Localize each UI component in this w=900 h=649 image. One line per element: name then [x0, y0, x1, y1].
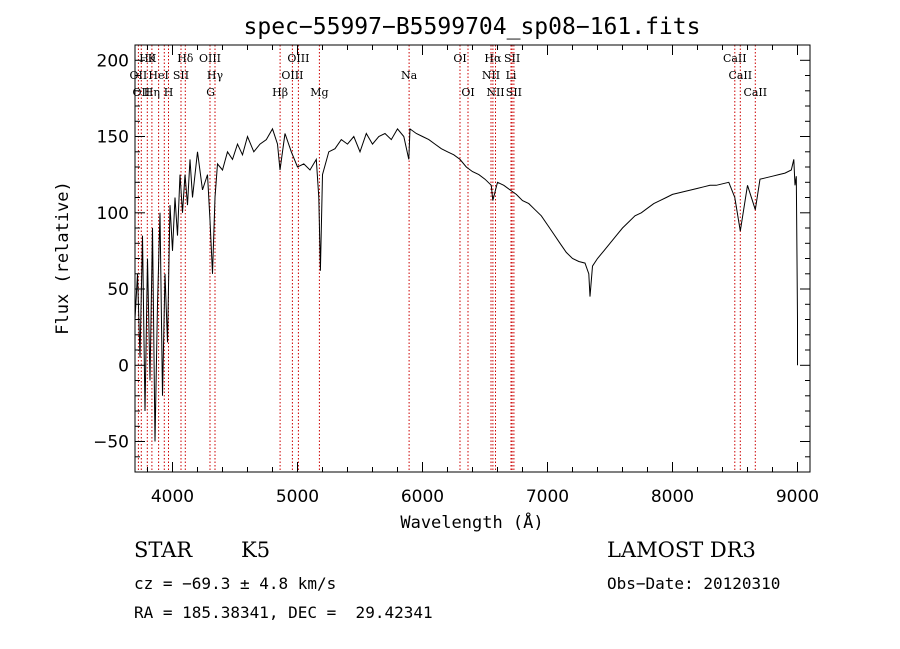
- line-label-8: CaII: [723, 52, 747, 65]
- line-label-6: Hα: [484, 52, 502, 65]
- line-label-22: Hβ: [272, 86, 288, 99]
- line-label-3: OIII: [199, 52, 221, 65]
- spectral-subclass: K5: [241, 538, 271, 562]
- line-label-9: OII: [130, 69, 148, 82]
- chart-title: spec−55997−B5599704_sp08−161.fits: [244, 14, 701, 40]
- line-label-26: SII: [506, 86, 522, 99]
- line-label-15: NII: [482, 69, 500, 82]
- line-label-13: OIII: [281, 69, 303, 82]
- x-tick-label-6000: 6000: [401, 487, 444, 507]
- line-label-4: OIII: [287, 52, 309, 65]
- line-label-10: HeI: [148, 69, 168, 82]
- y-tick-label-50: 50: [107, 280, 129, 300]
- x-tick-label-9000: 9000: [776, 487, 819, 507]
- x-tick-label-4000: 4000: [151, 487, 194, 507]
- line-label-2: Hδ: [177, 52, 194, 65]
- y-axis-label: Flux (relative): [53, 181, 73, 335]
- observation-date: Obs−Date: 20120310: [607, 574, 781, 593]
- line-label-27: CaII: [743, 86, 767, 99]
- x-axis-label: Wavelength (Å): [400, 511, 543, 533]
- line-label-17: CaII: [728, 69, 752, 82]
- line-label-1: K: [148, 52, 157, 65]
- line-label-0: Hθ: [139, 52, 156, 65]
- y-tick-label-0: 0: [118, 356, 129, 376]
- line-label-19: Hη: [144, 86, 160, 99]
- line-label-16: Li: [506, 69, 517, 82]
- x-tick-label-8000: 8000: [651, 487, 694, 507]
- line-label-7: SII: [504, 52, 520, 65]
- survey-name: LAMOST DR3: [607, 538, 756, 562]
- y-tick-label-100: 100: [97, 204, 129, 224]
- object-class: STAR: [134, 538, 193, 562]
- redshift-readout: cz = −69.3 ± 4.8 km/s: [134, 574, 337, 593]
- line-label-5: OI: [453, 52, 466, 65]
- x-tick-label-7000: 7000: [526, 487, 569, 507]
- line-label-23: Mg: [310, 86, 328, 99]
- line-label-20: H: [164, 86, 174, 99]
- line-label-25: NII: [486, 86, 504, 99]
- y-tick-label--50: −50: [93, 433, 129, 453]
- line-label-24: OI: [461, 86, 474, 99]
- axes-group: 4000 5000 6000 7000 8000 9000 −50 0 50 100 150 200: [93, 45, 819, 507]
- line-label-11: SII: [173, 69, 189, 82]
- y-tick-label-150: 150: [97, 128, 129, 148]
- spectrum-line-0: [134, 127, 798, 442]
- coordinates-readout: RA = 185.38341, DEC = 29.42341: [134, 603, 433, 622]
- line-label-21: G: [206, 86, 215, 99]
- spectrum-series: [134, 127, 798, 442]
- line-label-12: Hγ: [207, 69, 224, 82]
- line-label-14: Na: [401, 69, 418, 82]
- line-marker-group: [137, 45, 756, 472]
- x-tick-label-5000: 5000: [276, 487, 319, 507]
- plot-frame: [134, 44, 811, 473]
- y-tick-label-200: 200: [97, 51, 129, 71]
- line-label-18: OII: [132, 86, 150, 99]
